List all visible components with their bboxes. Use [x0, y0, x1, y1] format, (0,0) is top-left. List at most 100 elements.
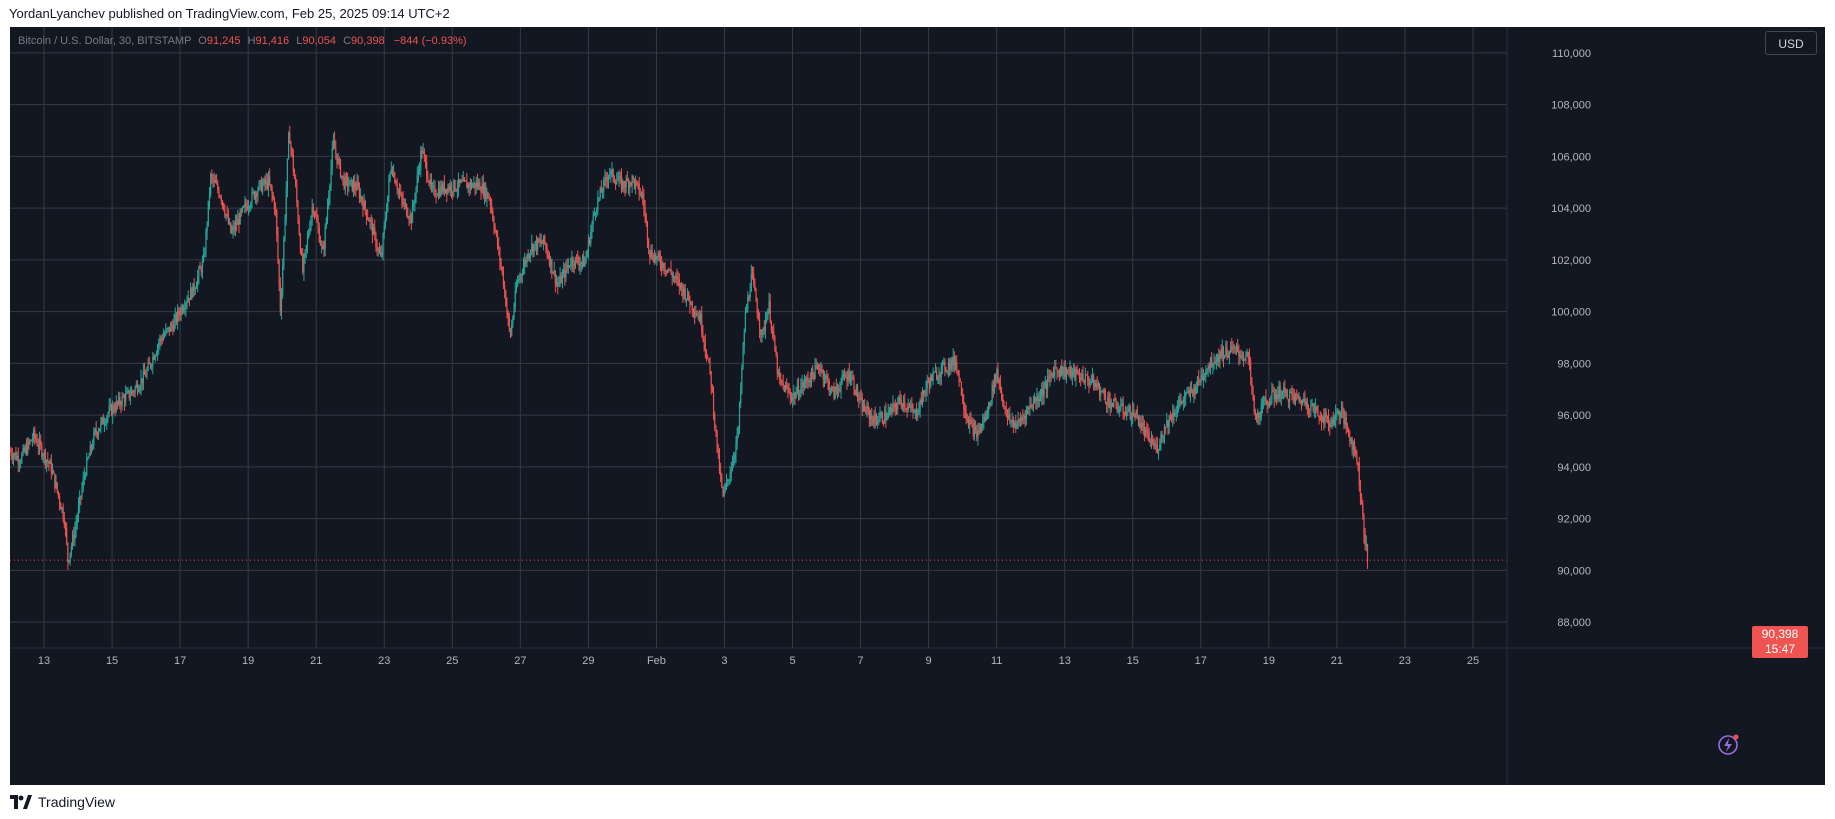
candle-body — [1309, 410, 1311, 412]
candle-body — [757, 313, 759, 321]
candle-body — [421, 150, 423, 154]
candle-body — [444, 188, 447, 193]
candle-body — [565, 265, 567, 278]
candle-body — [1102, 390, 1104, 392]
candle-body — [40, 440, 42, 446]
candle-body — [1333, 419, 1336, 425]
candle-body — [553, 270, 555, 274]
candle-body — [624, 186, 626, 188]
candle-body — [1267, 403, 1269, 406]
candle-body — [1069, 366, 1071, 372]
candle-body — [1135, 410, 1137, 419]
candle-body — [698, 316, 700, 322]
candle-body — [1353, 442, 1356, 450]
candle-body — [622, 181, 624, 189]
candle-body — [1281, 391, 1284, 398]
candle-body — [1255, 415, 1258, 419]
candle-body — [397, 189, 399, 191]
candle-body — [93, 432, 95, 446]
candle-body — [773, 331, 775, 337]
candle-body — [1124, 414, 1127, 417]
candle-body — [737, 428, 739, 433]
candle-body — [676, 276, 678, 279]
candle-body — [1218, 354, 1220, 362]
candle-body — [82, 478, 84, 488]
candle-body — [1363, 513, 1365, 535]
candle-body — [472, 184, 474, 188]
candle-body — [1337, 410, 1339, 412]
candle-body — [902, 401, 905, 407]
spark-icon[interactable] — [1716, 733, 1740, 757]
candle-body — [1245, 355, 1247, 361]
candle-body — [501, 266, 503, 273]
candle-body — [611, 169, 613, 171]
candle-body — [574, 257, 577, 267]
candle-body — [525, 260, 527, 263]
candle-body — [1041, 388, 1043, 397]
candle-body — [688, 291, 690, 301]
candle-body — [263, 179, 265, 185]
candle-body — [879, 415, 881, 421]
candle-body — [282, 266, 284, 296]
candle-body — [311, 206, 313, 218]
candle-body — [336, 153, 338, 164]
candle-body — [801, 382, 803, 388]
candle-body — [583, 256, 585, 267]
x-tick-label: 3 — [721, 655, 727, 667]
candle-body — [840, 382, 842, 391]
candle-body — [84, 475, 87, 477]
candle-body — [12, 455, 15, 459]
candle-body — [339, 160, 342, 177]
candle-body — [296, 185, 298, 203]
candle-body — [489, 198, 492, 206]
candle-body — [262, 184, 264, 192]
axes: 88,000 90,000 92,000 94,000 96,000 98,000 100,… — [10, 27, 1825, 785]
candle-body — [1237, 346, 1239, 352]
candle-body — [951, 359, 953, 366]
candle-body — [462, 178, 464, 182]
candle-body — [590, 231, 592, 245]
candle-body — [650, 250, 652, 258]
candle-body — [584, 261, 586, 267]
candle-body — [1013, 422, 1016, 427]
candle-body — [280, 295, 283, 312]
candle-body — [1031, 406, 1033, 408]
candle-body — [1189, 388, 1192, 396]
candle-body — [570, 265, 572, 267]
candle-body — [881, 413, 883, 422]
candle-body — [513, 307, 515, 318]
candle-body — [41, 445, 43, 457]
candle-body — [661, 264, 663, 269]
candle-body — [872, 418, 874, 425]
candle-body — [165, 329, 167, 335]
candle-body — [1183, 397, 1186, 399]
candle-body — [191, 288, 193, 298]
candle-body — [1317, 410, 1319, 416]
candle-body — [805, 378, 807, 384]
candle-body — [1213, 362, 1215, 367]
candle-body — [201, 260, 204, 273]
x-tick-label: 19 — [242, 655, 254, 667]
candle-body — [664, 270, 666, 272]
candle-body — [899, 397, 901, 400]
currency-button[interactable]: USD — [1765, 31, 1817, 55]
candle-body — [276, 209, 278, 235]
candle-body — [550, 259, 552, 266]
candle-body — [190, 288, 192, 300]
candle-body — [429, 179, 431, 185]
candle-body — [984, 417, 986, 421]
candle-body — [823, 378, 826, 380]
candle-body — [1327, 417, 1330, 423]
chart-panel[interactable]: 88,000 90,000 92,000 94,000 96,000 98,000 100,… — [10, 27, 1825, 785]
candle-body — [1002, 394, 1004, 402]
candle-body — [1095, 382, 1097, 385]
candle-body — [1106, 402, 1108, 405]
candle-body — [250, 203, 252, 208]
candle-body — [87, 458, 89, 460]
candle-body — [225, 214, 227, 216]
candle-body — [728, 479, 730, 481]
candle-body — [708, 358, 710, 361]
x-tick-label: 29 — [582, 655, 594, 667]
candle-body — [237, 218, 239, 225]
price-chart[interactable]: 88,000 90,000 92,000 94,000 96,000 98,000 100,… — [10, 27, 1825, 785]
